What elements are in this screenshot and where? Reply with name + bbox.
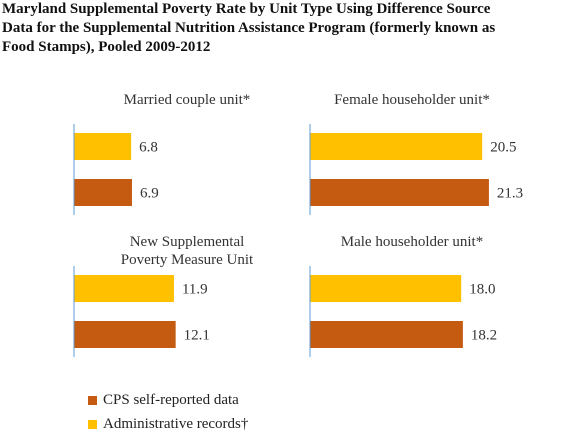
chart-title-line-1: Maryland Supplemental Poverty Rate by Un…: [2, 1, 491, 17]
panel-2-bar-cps: [310, 179, 489, 206]
chart-title-line-3: Food Stamps), Pooled 2009-2012: [2, 39, 211, 55]
panel-3-bar-cps: [74, 321, 176, 348]
chart-title-line-2: Data for the Supplemental Nutrition Assi…: [2, 20, 496, 36]
panel-1-value-label-admin: 6.8: [139, 140, 158, 156]
legend: CPS self-reported data Administrative re…: [88, 388, 248, 436]
panel-4-value-label-cps: 18.2: [471, 328, 497, 344]
panel-4-bar-cps: [310, 321, 463, 348]
panel-3-value-label-admin: 11.9: [182, 282, 208, 298]
panel-1-title-line-1: Married couple unit*: [124, 92, 251, 108]
legend-label-cps: CPS self-reported data: [103, 391, 239, 408]
panel-4-title-line-1: Male householder unit*: [341, 234, 483, 250]
panel-4-bar-admin: [310, 275, 462, 302]
panel-3-title-line-1: New Supplemental: [130, 234, 245, 250]
panel-1-bar-cps: [74, 179, 132, 206]
panel-2-value-label-cps: 21.3: [497, 186, 523, 202]
panel-1-bar-admin: [74, 133, 132, 160]
panel-3-value-label-cps: 12.1: [184, 328, 210, 344]
chart-title: Maryland Supplemental Poverty Rate by Un…: [2, 0, 580, 57]
panel-1-value-label-cps: 6.9: [140, 186, 159, 202]
legend-swatch-cps: [88, 395, 97, 405]
panel-2-title-line-1: Female householder unit*: [334, 92, 490, 108]
legend-label-admin: Administrative records†: [103, 415, 249, 432]
panel-2-bar-admin: [310, 133, 483, 160]
legend-item-cps: CPS self-reported data: [88, 388, 248, 412]
panel-2-value-label-admin: 20.5: [490, 140, 516, 156]
panel-3-bar-admin: [74, 275, 174, 302]
panel-4-value-label-admin: 18.0: [469, 282, 495, 298]
legend-swatch-admin: [88, 419, 97, 429]
panel-3-title-line-2: Poverty Measure Unit: [121, 252, 254, 268]
legend-item-admin: Administrative records†: [88, 412, 248, 436]
